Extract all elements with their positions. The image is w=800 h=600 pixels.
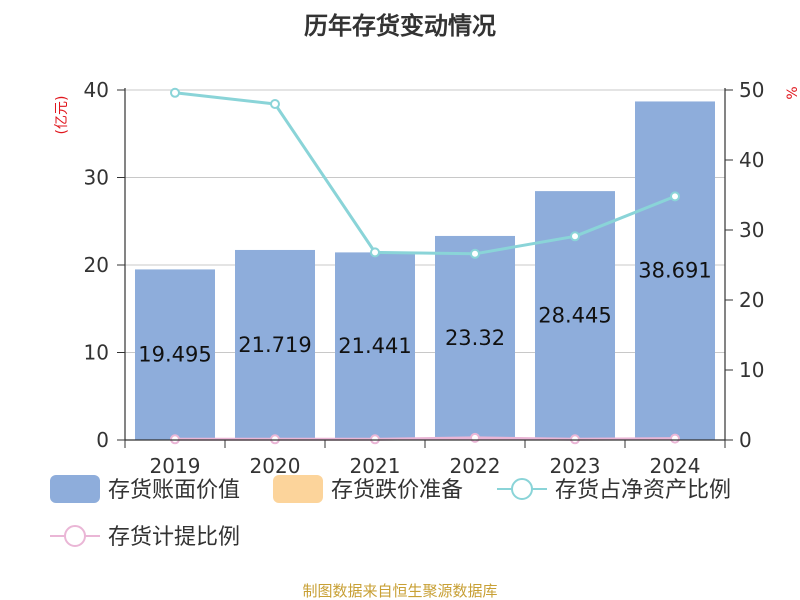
x-tick-label: 2024 [650, 454, 701, 478]
axes: 0 10 20 30 40 0 10 20 30 40 50 2019 2020 2021 2022 2023… [84, 78, 765, 478]
series-line [175, 436, 676, 441]
bar-data-label: 19.495 [138, 343, 211, 367]
series-point [270, 99, 280, 109]
series-point [670, 191, 680, 202]
y-left-tick-label: 0 [96, 428, 109, 452]
y-left-tick-label: 30 [84, 166, 109, 190]
series-point [170, 434, 180, 445]
legend-label: 存货账面价值 [108, 478, 240, 503]
y-left-tick-label: 10 [84, 341, 109, 365]
source-note: 制图数据来自恒生聚源数据库 [302, 582, 497, 600]
legend-label: 存货跌价准备 [331, 478, 463, 503]
series-point [670, 433, 680, 444]
legend-swatch [50, 475, 100, 503]
x-tick-label: 2022 [450, 454, 501, 478]
legend-marker [511, 478, 533, 500]
y-left-tick-label: 20 [84, 253, 109, 277]
y-right-tick-label: 10 [739, 358, 764, 382]
chart-title: 历年存货变动情况 [304, 12, 496, 40]
lines [170, 87, 680, 445]
series-point [370, 434, 380, 445]
y-right-tick-label: 30 [739, 218, 764, 242]
legend-label: 存货占净资产比例 [555, 478, 731, 503]
bar [635, 101, 715, 441]
legend-marker [64, 525, 86, 547]
legend-swatch [273, 475, 323, 503]
y-right-tick-label: 0 [739, 428, 752, 452]
series-point [470, 248, 480, 259]
series-line [174, 91, 676, 256]
bars [135, 101, 715, 441]
bar [235, 249, 315, 440]
series-point [370, 247, 380, 258]
x-tick-label: 2021 [350, 454, 401, 478]
bar [135, 269, 215, 440]
y-right-tick-label: 40 [739, 148, 764, 172]
bar [435, 235, 515, 440]
y-left-unit: (亿元) [54, 96, 70, 135]
y-left-tick-label: 40 [84, 78, 109, 102]
series-point [270, 434, 280, 445]
legend-label: 存货计提比例 [108, 525, 240, 550]
data-labels: 19.495 21.719 21.441 23.32 28.445 38.691 [138, 259, 711, 367]
series-point [570, 434, 580, 445]
x-tick-label: 2020 [250, 454, 301, 478]
bar-data-label: 21.719 [238, 333, 311, 357]
series-point [170, 87, 180, 98]
series-point [570, 231, 580, 242]
bar-data-label: 21.441 [338, 334, 411, 358]
x-tick-label: 2019 [150, 454, 201, 478]
bar-data-label: 28.445 [538, 304, 611, 328]
series-point [470, 432, 480, 443]
bar-data-label: 23.32 [445, 326, 505, 350]
y-right-unit: % [785, 86, 800, 99]
y-right-tick-label: 20 [739, 288, 764, 312]
bar [335, 252, 415, 440]
grid [125, 89, 725, 353]
bar-data-label: 38.691 [638, 259, 711, 283]
y-right-tick-label: 50 [739, 78, 764, 102]
x-tick-label: 2023 [550, 454, 601, 478]
